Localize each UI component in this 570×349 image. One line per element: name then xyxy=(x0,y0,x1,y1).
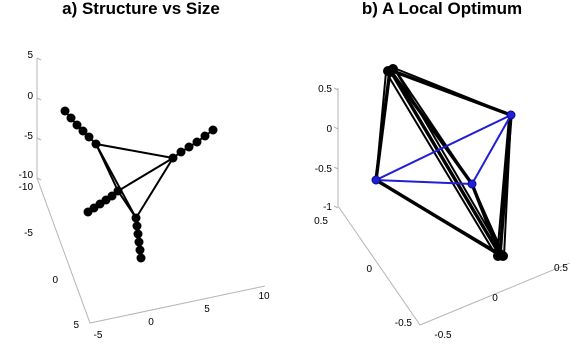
panel-b-edge xyxy=(385,71,498,258)
node-highlight xyxy=(506,110,516,120)
panel-a-nodes xyxy=(60,106,218,263)
panel-a-y-tick: -5 xyxy=(24,228,33,239)
node xyxy=(386,69,394,77)
panel-b-nodes xyxy=(371,64,516,261)
node xyxy=(200,131,210,141)
node xyxy=(60,106,70,116)
panel-b-z-ticks: 0.5 0 -0.5 -1 xyxy=(315,84,339,213)
node xyxy=(496,249,504,257)
node xyxy=(192,137,202,147)
panel-b-edge xyxy=(496,117,510,258)
node xyxy=(78,126,88,136)
node xyxy=(132,221,142,231)
node xyxy=(91,139,101,149)
panel-a-y-ticks: -10 -5 0 5 xyxy=(19,182,80,331)
panel-a-edge xyxy=(95,143,119,192)
node xyxy=(131,213,141,223)
panel-a-z-tick: 5 xyxy=(27,50,33,61)
node xyxy=(135,245,145,255)
panel-b-title: b) A Local Optimum xyxy=(362,0,522,18)
panel-b-y-tick: -0.5 xyxy=(395,318,413,329)
panel-b-y-ticks: 0.5 0 -0.5 xyxy=(314,216,412,329)
panel-a-x-tick: -5 xyxy=(94,330,103,341)
node xyxy=(168,153,178,163)
panel-a: a) Structure vs Size 5 0 -5 -10 -10 -5 0… xyxy=(19,0,270,341)
node xyxy=(208,125,218,135)
panel-a-y-tick: 5 xyxy=(73,320,79,331)
panel-a-edge xyxy=(95,143,174,159)
panel-a-x-tick: 10 xyxy=(258,291,270,302)
node xyxy=(133,229,143,239)
node xyxy=(184,142,194,152)
panel-a-x-tick: 5 xyxy=(204,304,210,315)
node xyxy=(84,132,94,142)
panel-b-edge xyxy=(503,114,512,257)
panel-b-highlight-edge xyxy=(375,179,473,185)
panel-a-z-tick: -10 xyxy=(19,170,34,181)
node xyxy=(176,147,186,157)
node xyxy=(66,113,76,123)
panel-b-edge xyxy=(375,179,505,257)
panel-b-z-tick: 0.5 xyxy=(318,84,332,95)
panel-a-edge xyxy=(135,157,174,219)
panel-a-z-tick: -5 xyxy=(24,131,33,142)
panel-b-edge xyxy=(388,69,502,256)
node xyxy=(134,237,144,247)
panel-b-x-tick: 0 xyxy=(492,293,498,304)
panel-a-axes xyxy=(36,58,266,324)
node xyxy=(107,191,117,201)
panel-a-y-tick: 0 xyxy=(52,275,58,286)
panel-b-highlight-edge xyxy=(375,114,512,181)
panel-b-edge xyxy=(393,67,473,185)
panel-a-y-tick: -10 xyxy=(19,182,34,193)
panel-b-y-tick: 0.5 xyxy=(314,216,328,227)
panel-a-edge xyxy=(117,157,174,192)
node xyxy=(72,120,82,130)
panel-b-black-edges xyxy=(374,67,513,258)
panel-a-title: a) Structure vs Size xyxy=(62,0,220,18)
panel-a-z-tick: 0 xyxy=(27,91,33,102)
panel-b-highlight-edge xyxy=(471,114,512,185)
panel-b-z-tick: -1 xyxy=(323,202,332,213)
node-highlight xyxy=(467,179,477,189)
panel-b: b) A Local Optimum 0.5 0 -0.5 -1 0.5 0 -… xyxy=(314,0,570,341)
panel-a-edge xyxy=(117,190,137,219)
panel-a-x-ticks: -5 0 5 10 xyxy=(94,291,270,341)
panel-b-z-tick: -0.5 xyxy=(315,164,333,175)
panel-b-x-ticks: -0.5 0 0.5 xyxy=(434,263,568,341)
node-highlight xyxy=(371,175,381,185)
panel-b-blue-edges xyxy=(375,114,512,185)
node xyxy=(136,253,146,263)
panel-a-z-ticks: 5 0 -5 -10 xyxy=(19,50,42,181)
node xyxy=(113,186,123,196)
panel-a-x-tick: 0 xyxy=(148,317,154,328)
panel-b-edge xyxy=(393,67,512,116)
panel-b-axes xyxy=(337,88,570,326)
panel-b-z-tick: 0 xyxy=(326,124,332,135)
panel-b-x-tick: 0.5 xyxy=(554,263,568,274)
panel-b-x-tick: -0.5 xyxy=(434,330,452,341)
panel-b-edge xyxy=(375,71,387,181)
panel-b-y-tick: 0 xyxy=(366,264,372,275)
